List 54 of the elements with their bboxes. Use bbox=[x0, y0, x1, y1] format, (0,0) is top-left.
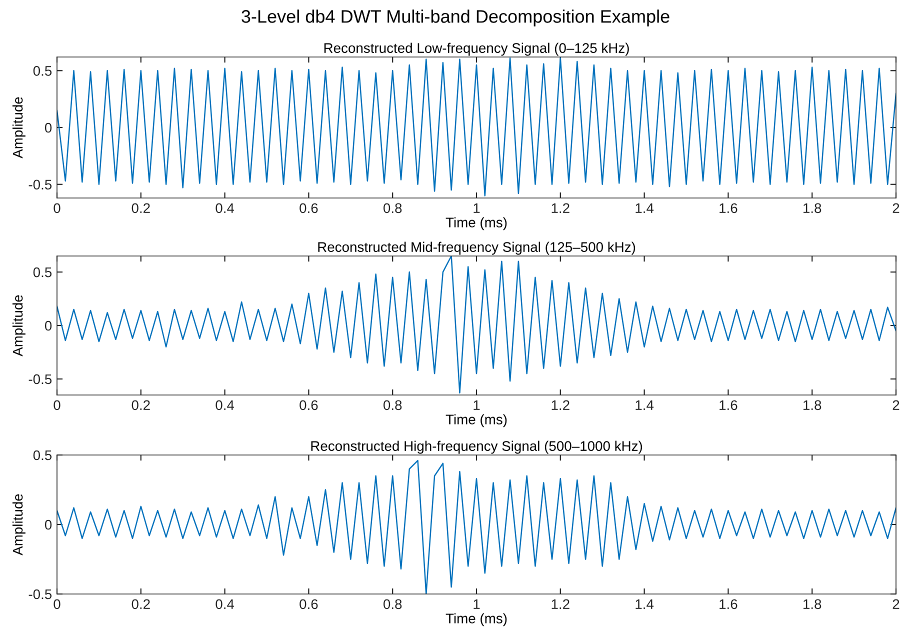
x-axis-title: Time (ms) bbox=[446, 414, 507, 428]
x-tick-label: 1 bbox=[474, 400, 480, 410]
y-axis-title: Amplitude bbox=[12, 494, 26, 556]
x-tick-label: 0 bbox=[54, 400, 60, 410]
x-tick-label: 1.6 bbox=[720, 400, 738, 410]
chart-subtitle: Reconstructed Low-frequency Signal (0–125 kHz) bbox=[324, 42, 629, 56]
y-tick-label: 0.5 bbox=[33, 66, 52, 76]
x-tick-label: 0.4 bbox=[216, 599, 234, 610]
y-axis-title: Amplitude bbox=[12, 97, 26, 158]
x-tick-label: 1.2 bbox=[552, 400, 570, 410]
x-tick-label: 1.6 bbox=[720, 203, 738, 214]
chart-title: Reconstructed High-frequency Signal (500–1000 kHz) bbox=[311, 440, 642, 454]
chart-title: Reconstructed Mid-frequency Signal (125–500 kHz) bbox=[318, 242, 636, 255]
x-tick-label: 0.2 bbox=[132, 203, 150, 214]
x-tick-label: 0.8 bbox=[383, 599, 402, 610]
x-tick-label: 0.8 bbox=[383, 203, 402, 214]
x-tick-label: 0.6 bbox=[300, 400, 318, 410]
x-tick-label: 1 bbox=[474, 203, 480, 213]
x-tick-label: 1.8 bbox=[804, 203, 822, 214]
x-tick-label: 1.2 bbox=[552, 203, 570, 213]
x-tick-label: 0.4 bbox=[216, 203, 234, 214]
x-tick-label: 0.8 bbox=[383, 400, 402, 410]
y-axis-title: Amplitude bbox=[12, 295, 26, 356]
y-tick-label: 0 bbox=[44, 320, 52, 331]
x-tick-label: 2 bbox=[892, 599, 900, 609]
x-tick-label: 2 bbox=[892, 203, 900, 213]
x-tick-label: 0.6 bbox=[300, 203, 318, 214]
x-tick-label: 1.8 bbox=[804, 400, 822, 410]
y-tick-label: -0.5 bbox=[28, 589, 52, 600]
y-tick-label: -0.5 bbox=[28, 180, 52, 190]
x-tick-label: 0.6 bbox=[300, 599, 318, 610]
line-series bbox=[57, 256, 896, 394]
x-tick-label: 0 bbox=[54, 599, 60, 610]
x-tick-label: 1 bbox=[474, 599, 480, 609]
x-tick-label: 1.4 bbox=[636, 203, 654, 213]
x-tick-label: 1.4 bbox=[636, 599, 654, 609]
x-tick-label: 1.2 bbox=[552, 599, 570, 609]
y-tick-label: 0.5 bbox=[33, 450, 52, 460]
x-tick-label: 1.8 bbox=[804, 599, 822, 610]
y-tick-label: 0.5 bbox=[33, 267, 52, 278]
chart-title: 3-Level db4 DWT Multi-band Decomposition Example bbox=[242, 10, 670, 26]
x-tick-label: 1.4 bbox=[636, 400, 654, 410]
x-tick-label: 0 bbox=[54, 203, 60, 214]
x-axis-title: Time (ms) bbox=[446, 613, 507, 626]
x-tick-label: 1.6 bbox=[720, 599, 738, 610]
line-series bbox=[57, 58, 896, 196]
x-tick-label: 0.4 bbox=[216, 400, 234, 410]
x-tick-label: 0.2 bbox=[132, 400, 150, 410]
x-axis-title: Time (ms) bbox=[446, 217, 507, 230]
y-tick-label: 0 bbox=[44, 520, 52, 530]
x-tick-label: 2 bbox=[892, 400, 900, 410]
y-tick-label: -0.5 bbox=[28, 374, 52, 384]
x-tick-label: 0.2 bbox=[132, 599, 150, 610]
y-tick-label: 0 bbox=[44, 122, 52, 133]
